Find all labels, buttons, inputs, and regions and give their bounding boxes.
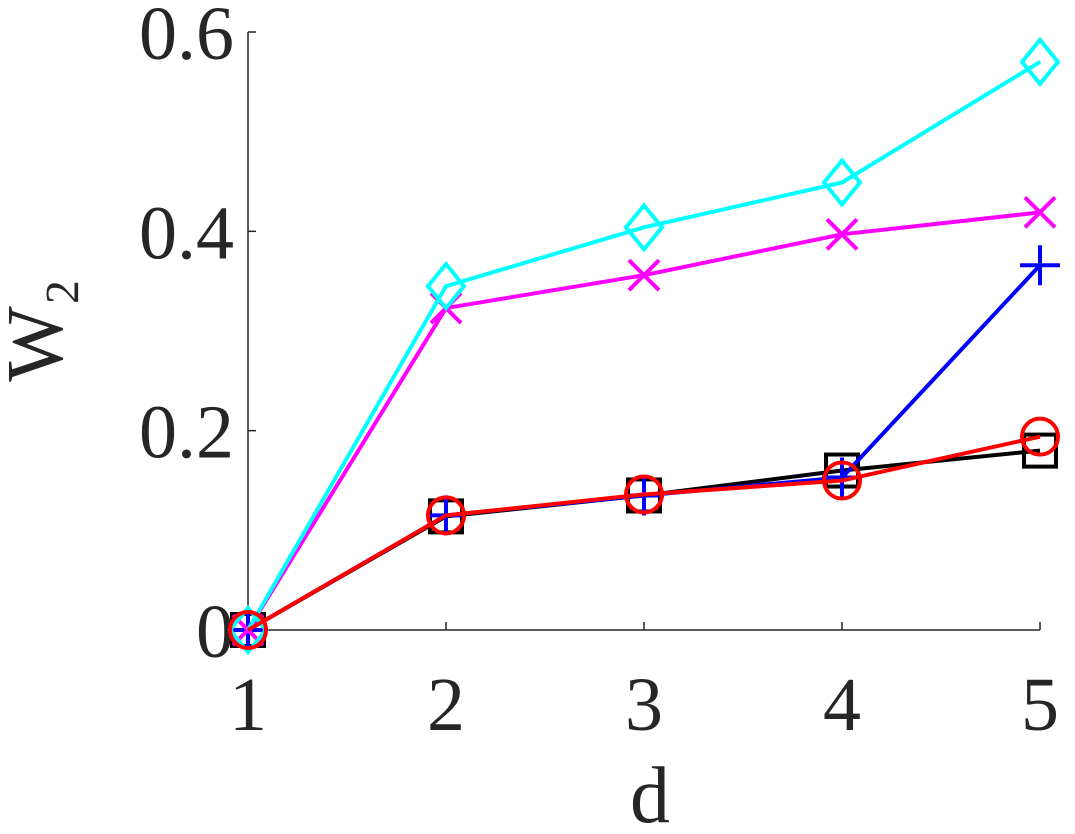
marker bbox=[1020, 416, 1060, 457]
x-tick-label: 2 bbox=[427, 663, 465, 747]
marker bbox=[623, 202, 665, 253]
series-line bbox=[246, 434, 1041, 632]
x-tick-label: 5 bbox=[1021, 663, 1059, 747]
marker bbox=[822, 460, 862, 501]
series-line bbox=[246, 263, 1042, 632]
marker bbox=[1023, 195, 1057, 229]
x-tick-label: 1 bbox=[229, 663, 267, 747]
y-tick-label: 0.6 bbox=[139, 0, 234, 76]
y-tick-label: 0.2 bbox=[139, 391, 234, 475]
series-line bbox=[246, 60, 1042, 631]
marker bbox=[1020, 245, 1060, 286]
x-axis-label: d bbox=[630, 752, 670, 834]
y-tick-label: 0 bbox=[196, 590, 234, 674]
x-tick-label: 4 bbox=[823, 663, 861, 747]
marker bbox=[228, 610, 268, 650]
marker bbox=[1022, 432, 1058, 469]
marker bbox=[425, 260, 467, 312]
y-axis-label: W₂ bbox=[0, 278, 80, 381]
marker bbox=[624, 474, 664, 515]
marker bbox=[426, 495, 466, 536]
marker bbox=[1019, 36, 1061, 88]
x-tick-label: 3 bbox=[625, 663, 663, 747]
marker bbox=[825, 217, 859, 251]
y-tick-label: 0.4 bbox=[139, 191, 234, 275]
marker bbox=[627, 258, 661, 292]
marker bbox=[821, 157, 863, 208]
